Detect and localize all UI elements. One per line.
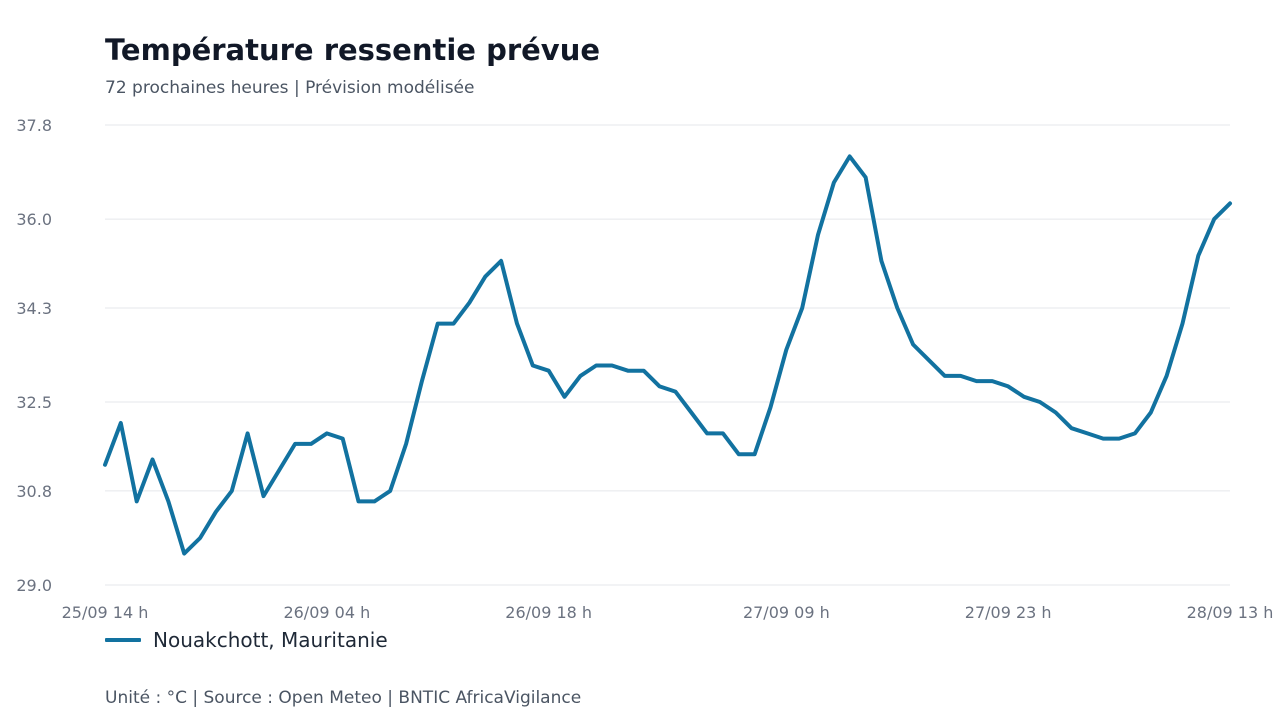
x-tick-label: 28/09 13 h xyxy=(1187,603,1274,622)
x-tick-label: 26/09 18 h xyxy=(505,603,592,622)
x-axis: 25/09 14 h 26/09 04 h 26/09 18 h 27/09 09 h… xyxy=(62,603,1274,622)
legend-label: Nouakchott, Mauritanie xyxy=(153,628,388,652)
x-tick-label: 25/09 14 h xyxy=(62,603,149,622)
y-tick-label: 29.0 xyxy=(16,576,52,595)
x-tick-label: 27/09 09 h xyxy=(743,603,830,622)
chart-footer: Unité : °C | Source : Open Meteo | BNTIC… xyxy=(105,688,582,708)
y-tick-label: 30.8 xyxy=(16,482,52,501)
y-tick-label: 37.8 xyxy=(16,116,52,135)
y-tick-label: 36.0 xyxy=(16,210,52,229)
legend: Nouakchott, Mauritanie xyxy=(105,628,388,652)
y-tick-label: 34.3 xyxy=(16,299,52,318)
chart-subtitle: 72 prochaines heures | Prévision modélis… xyxy=(105,78,475,98)
grid-layer xyxy=(105,124,1230,586)
x-tick-label: 26/09 04 h xyxy=(283,603,370,622)
x-tick-label: 27/09 23 h xyxy=(965,603,1052,622)
series-layer xyxy=(103,154,1232,556)
y-axis: 29.0 30.8 32.5 34.3 36.0 37.8 xyxy=(16,116,52,595)
legend-swatch xyxy=(105,638,141,642)
y-tick-label: 32.5 xyxy=(16,393,52,412)
chart-title: Température ressentie prévue xyxy=(105,33,601,67)
series-line xyxy=(103,154,1232,556)
